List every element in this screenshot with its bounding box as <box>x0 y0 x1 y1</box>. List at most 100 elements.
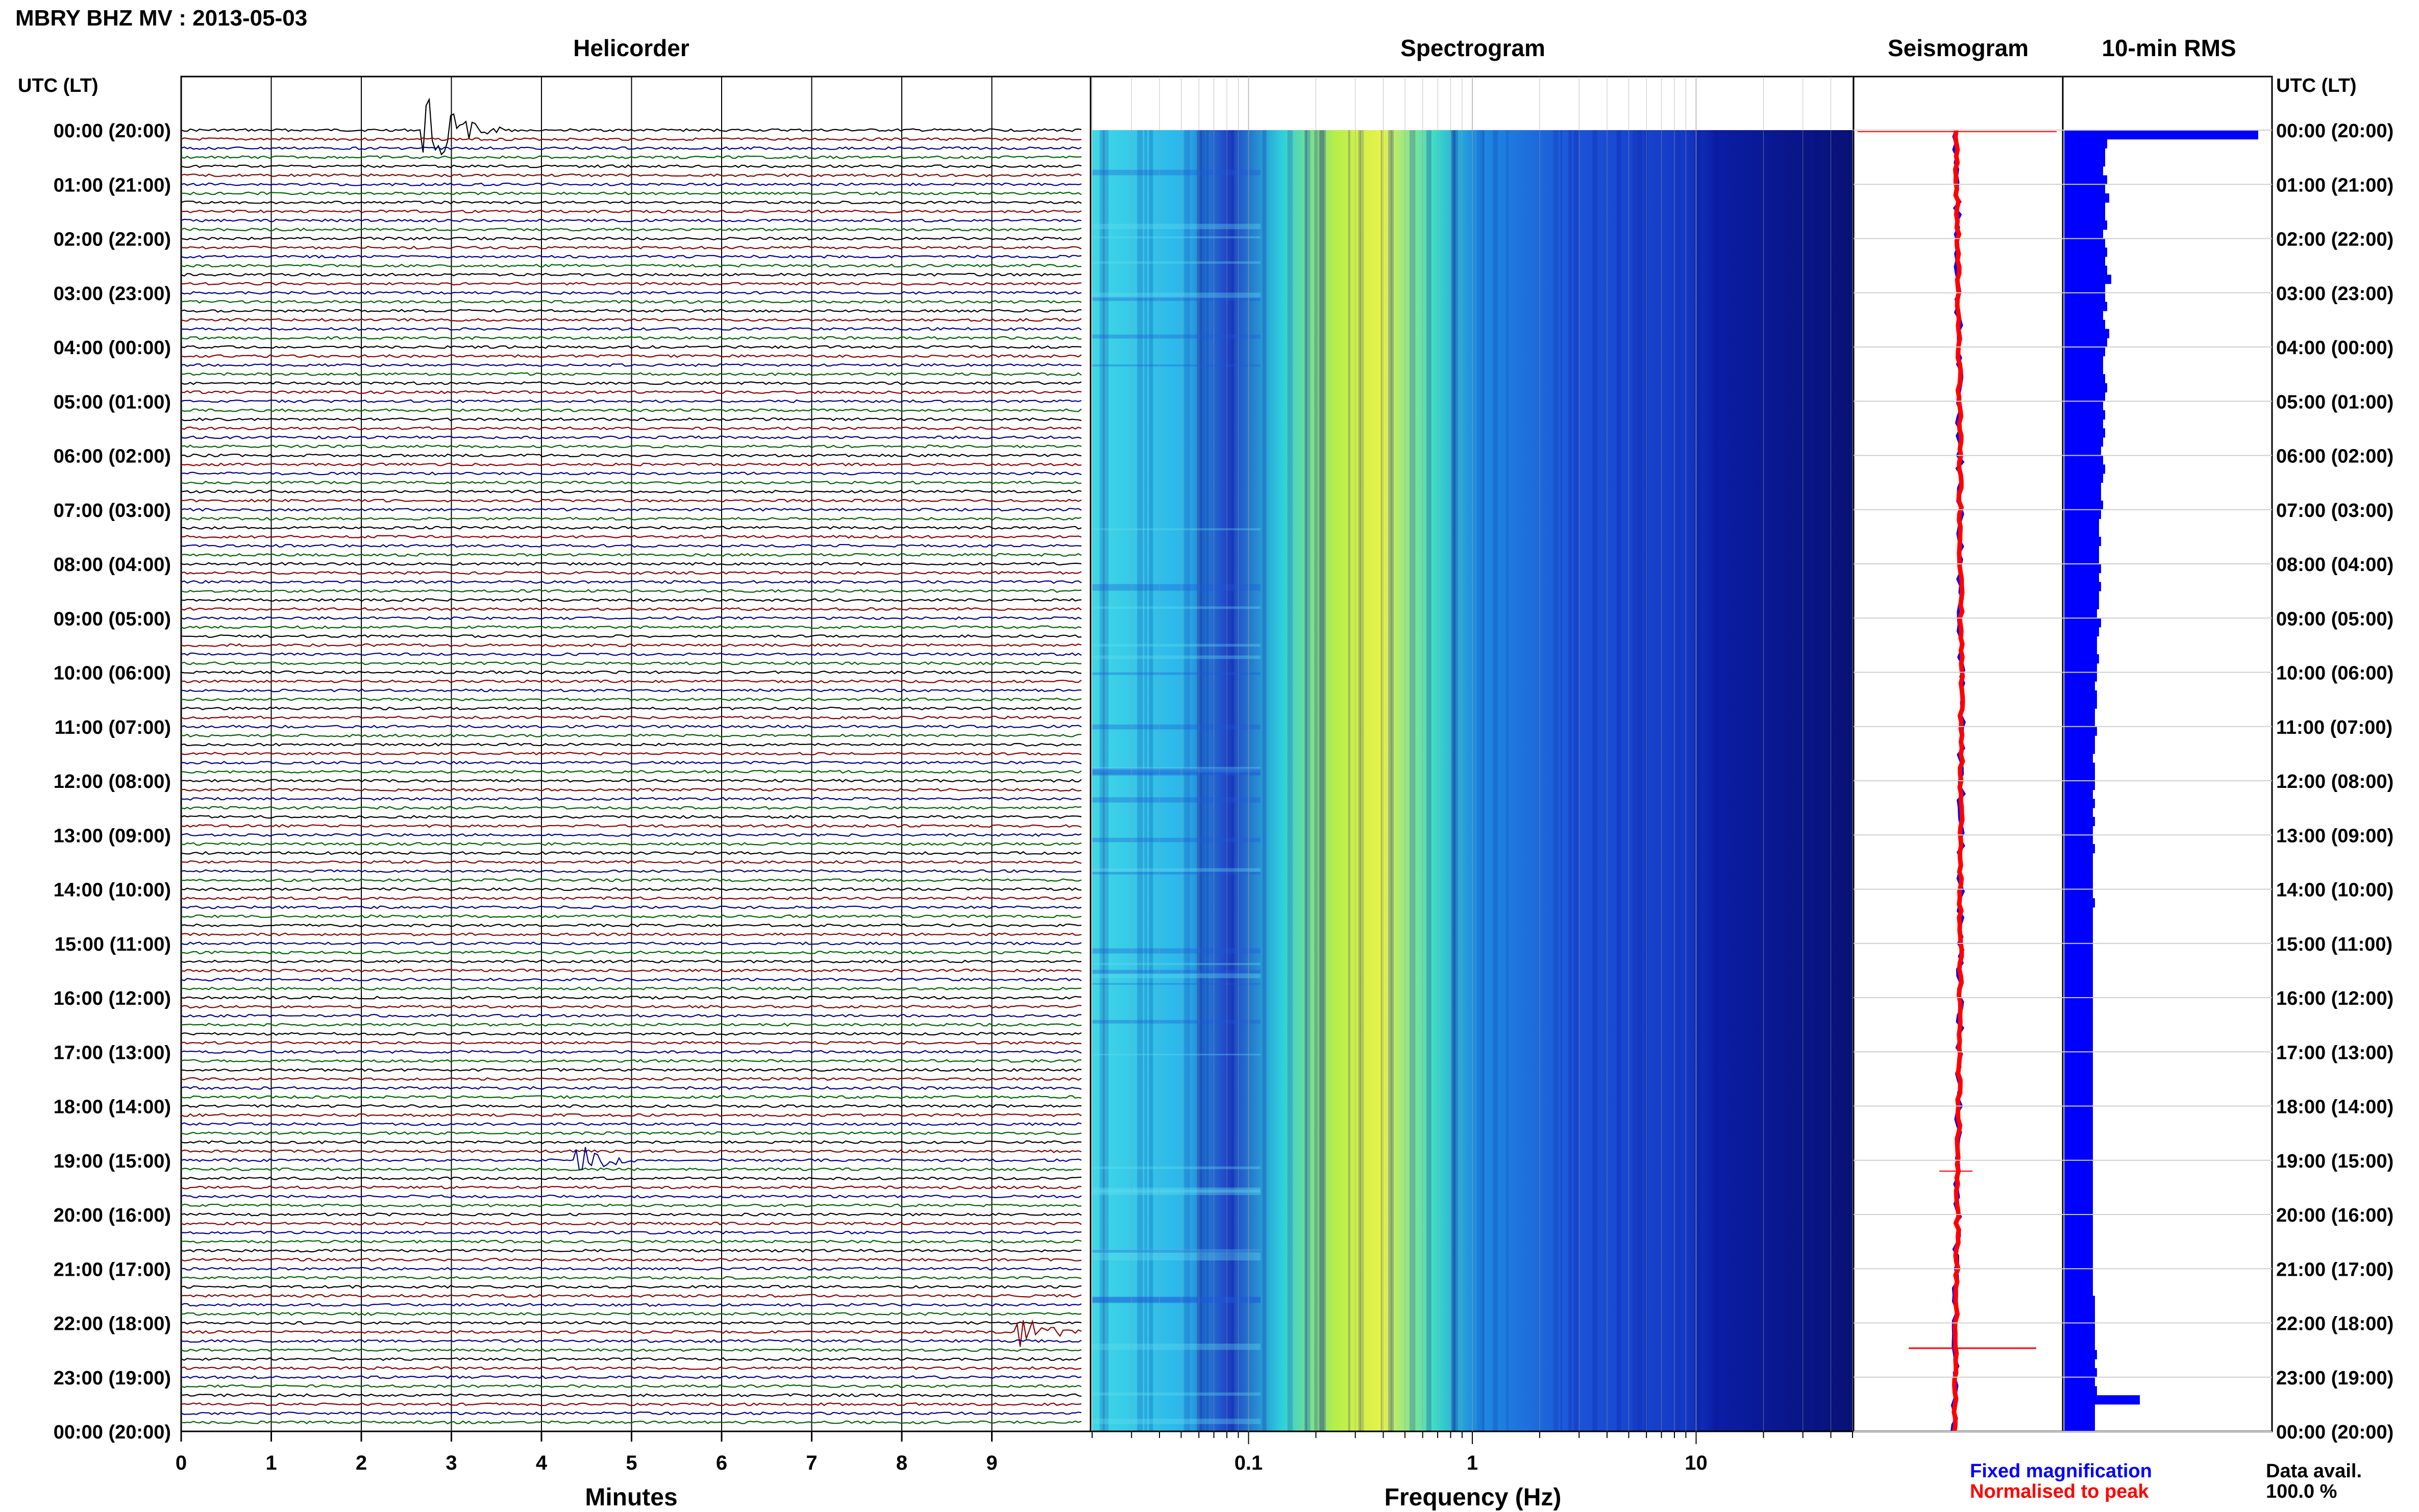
helicorder-trace <box>181 625 1082 629</box>
helicorder-trace <box>181 896 1082 900</box>
helicorder-trace <box>181 697 1082 702</box>
rms-bar <box>2064 1395 2140 1405</box>
rms-bar <box>2064 329 2109 338</box>
helicorder-trace <box>181 1221 1082 1226</box>
rms-bar <box>2064 826 2093 835</box>
spectrogram-stripe <box>1360 130 1361 1431</box>
helicorder-trace <box>181 309 1082 313</box>
spectrogram-band <box>1092 1250 1261 1253</box>
spectrogram-stripe <box>1183 130 1190 1431</box>
rms-bar <box>2064 491 2101 501</box>
rms-bar <box>2064 1214 2093 1224</box>
helicorder-trace <box>181 851 1082 855</box>
right-time-axis: 00:00 (20:00) 01:00 (21:00) 02:00 (22:00) 0… <box>1854 120 2393 1443</box>
rms-bar <box>2064 681 2095 691</box>
helicorder-trace <box>181 516 1082 521</box>
rms-bar <box>2064 536 2101 547</box>
helicorder-trace <box>181 797 1082 801</box>
rms-bar <box>2064 564 2101 574</box>
spectrogram-band <box>1092 837 1261 842</box>
spectrogram-band <box>1092 963 1261 965</box>
rms-bar <box>2064 600 2099 610</box>
helicorder-trace <box>181 1285 1082 1289</box>
spectrogram-stripe <box>1206 130 1209 1431</box>
helicorder-trace <box>181 345 1082 349</box>
rms-bar <box>2064 1097 2093 1106</box>
rms-bar <box>2064 311 2103 320</box>
helicorder-trace <box>181 553 1082 557</box>
helicorder-trace <box>181 1086 1082 1090</box>
helicorder-trace <box>181 1176 1082 1181</box>
hour-label-right: 18:00 (14:00) <box>2276 1097 2393 1118</box>
hour-label-left: 21:00 (17:00) <box>54 1259 171 1280</box>
rms-bar <box>2064 175 2107 185</box>
hour-label-right: 12:00 (08:00) <box>2276 771 2393 792</box>
spectrogram-stripe <box>1714 130 1718 1431</box>
helicorder-trace <box>181 760 1082 765</box>
spectrogram-band <box>1092 948 1261 954</box>
helicorder-trace <box>181 1194 1082 1199</box>
helicorder-trace <box>181 137 1082 141</box>
helicorder-trace <box>181 1147 1082 1171</box>
spectrogram-stripe <box>1730 130 1735 1431</box>
spectrogram-stripe <box>1426 130 1431 1431</box>
hour-label-right: 17:00 (13:00) <box>2276 1042 2393 1063</box>
spectrogram-stripe <box>1287 130 1293 1431</box>
rms-bar <box>2064 808 2093 817</box>
hour-label-left: 12:00 (08:00) <box>54 771 171 792</box>
rms-bar <box>2064 1404 2095 1414</box>
data-avail-value: 100.0 % <box>2266 1481 2337 1502</box>
spectrogram-band <box>1092 655 1261 659</box>
spectrogram-stripe <box>1479 130 1485 1431</box>
helicorder-trace <box>181 435 1082 439</box>
rms-bar <box>2064 573 2099 582</box>
helicorder-trace <box>181 580 1082 584</box>
spectrogram-band <box>1092 724 1261 730</box>
helicorder-trace <box>181 1240 1082 1244</box>
spectrogram-stripe <box>1560 130 1562 1431</box>
frequency-tick-label: 10 <box>1685 1452 1708 1474</box>
spectrogram-stripes <box>1092 130 1825 1431</box>
rms-bar <box>2064 392 2105 402</box>
hour-label-left: 15:00 (11:00) <box>55 934 171 955</box>
helicorder-xlabel: Minutes <box>585 1484 677 1511</box>
spectrogram-stripe <box>1358 130 1364 1431</box>
helicorder-trace <box>181 969 1082 973</box>
helicorder-trace <box>181 1257 1082 1262</box>
rms-bar <box>2064 229 2103 239</box>
spectrogram-stripe <box>1137 130 1143 1431</box>
helicorder-trace <box>181 336 1082 340</box>
helicorder-trace <box>181 480 1082 485</box>
helicorder-trace <box>181 770 1082 774</box>
hour-label-right: 21:00 (17:00) <box>2276 1259 2393 1280</box>
rms-bar <box>2064 663 2097 673</box>
rms-bar <box>2064 148 2105 158</box>
helicorder-trace <box>181 236 1082 241</box>
spectrogram-stripe <box>1482 130 1484 1431</box>
hour-label-left: 01:00 (21:00) <box>54 175 171 196</box>
helicorder-trace <box>181 507 1082 512</box>
rms-bar <box>2064 1305 2095 1315</box>
hour-label-left: 04:00 (00:00) <box>54 337 171 359</box>
rms-bar <box>2064 1142 2093 1152</box>
helicorder-trace <box>181 1059 1082 1063</box>
rms-bar <box>2064 1196 2093 1206</box>
helicorder-trace <box>181 1321 1082 1325</box>
rms-bar <box>2064 961 2093 971</box>
helicorder-trace <box>181 616 1082 621</box>
helicorder-trace <box>181 634 1082 638</box>
helicorder-trace <box>181 589 1082 593</box>
rms-bar <box>2064 1341 2095 1351</box>
rms-bar <box>2064 591 2099 601</box>
spectrogram-stripe <box>1727 130 1731 1431</box>
helicorder-trace <box>181 363 1082 367</box>
helicorder-trace <box>181 173 1082 178</box>
spectrogram-stripe <box>1198 130 1204 1431</box>
helicorder-trace <box>181 932 1082 936</box>
rms-bar <box>2064 1160 2093 1170</box>
helicorder-trace <box>181 1420 1082 1425</box>
rms-bar <box>2064 1386 2097 1396</box>
rms-bar <box>2064 247 2107 257</box>
rms-bar <box>2064 1052 2093 1061</box>
spectrogram-band <box>1092 643 1261 647</box>
